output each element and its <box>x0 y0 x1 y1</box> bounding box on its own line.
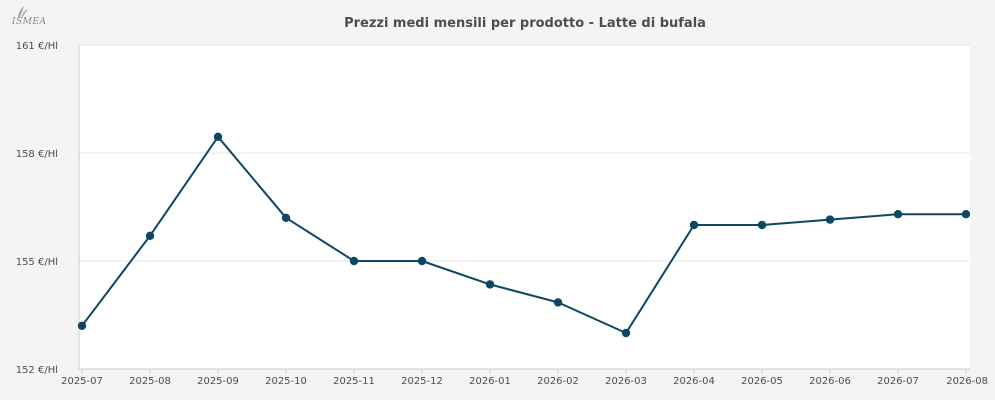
data-point[interactable] <box>893 210 903 219</box>
data-point[interactable] <box>621 328 631 338</box>
x-tick-label: 2026-06 <box>809 376 851 387</box>
plot-area <box>79 45 970 369</box>
y-tick-label: 158 €/Hl <box>16 149 58 160</box>
data-point[interactable] <box>77 321 87 330</box>
series-group <box>77 132 971 338</box>
data-point[interactable] <box>417 256 427 266</box>
data-point[interactable] <box>553 298 563 307</box>
y-tick-label: 155 €/Hl <box>16 257 58 268</box>
series-line <box>81 135 966 334</box>
y-tick-label: 152 €/Hl <box>16 365 58 376</box>
x-tick-label: 2026-03 <box>605 376 647 387</box>
y-tick-label: 161 €/Hl <box>16 41 58 52</box>
x-tick-label: 2026-08 <box>946 376 988 387</box>
logo-text: ISMEA <box>12 17 47 27</box>
leaf-logo-icon <box>18 6 28 18</box>
x-tick-label: 2025-10 <box>265 376 307 387</box>
data-point[interactable] <box>145 231 155 240</box>
x-tick-label: 2025-12 <box>401 376 443 387</box>
x-tick-label: 2025-08 <box>129 376 171 387</box>
x-tick-label: 2025-11 <box>333 376 375 387</box>
y-axis: 152 €/Hl 155 €/Hl 158 €/Hl 161 €/Hl <box>16 41 80 376</box>
data-point[interactable] <box>689 220 699 230</box>
chart-title: Prezzi medi mensili per prodotto - Latte… <box>344 16 706 31</box>
data-point[interactable] <box>349 256 359 266</box>
x-axis: 2025-07 2025-08 2025-09 2025-10 2025-11 2025-… <box>61 368 988 387</box>
x-tick-label: 2026-04 <box>673 376 715 387</box>
data-point[interactable] <box>825 215 835 224</box>
data-point[interactable] <box>281 213 291 222</box>
x-tick-label: 2026-02 <box>537 376 579 387</box>
x-tick-label: 2026-01 <box>469 376 511 387</box>
data-point[interactable] <box>213 132 223 141</box>
data-point[interactable] <box>961 210 971 219</box>
x-tick-label: 2026-07 <box>877 376 919 387</box>
data-point[interactable] <box>757 220 767 230</box>
x-tick-label: 2025-07 <box>61 376 103 387</box>
x-tick-label: 2025-09 <box>197 376 239 387</box>
data-point[interactable] <box>485 280 495 289</box>
x-tick-label: 2026-05 <box>741 376 783 387</box>
